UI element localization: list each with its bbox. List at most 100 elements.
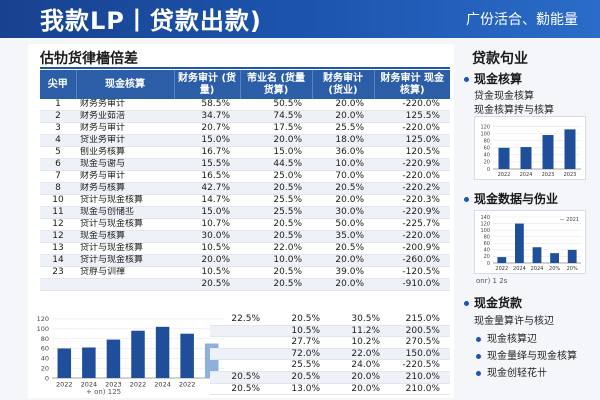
table-cell: 25.0% [240,170,312,183]
table-row: 12 现金与核算 30.0% 20.5% 35.0% -220.0% [40,230,450,243]
bar [542,135,554,169]
table-cell: 财务与审计 [76,170,174,183]
table-cell: 12 [40,230,76,243]
right-panel-title: 贷款句业 [472,51,528,67]
y-tick-label: 0 [45,374,49,382]
table-cell: 3 [40,122,76,135]
bullet-2: 现金量绎与现金核算 [476,347,577,362]
extra-cell [210,326,270,337]
extra-cell: 270.5% [405,337,440,348]
table-cell: 16.5% [174,170,240,183]
y-tick-label: 20 [484,160,490,166]
section-title: 估牞货律檣倍差 [40,51,138,67]
x-tick-label: 2023 [564,172,577,178]
y-tick-label: 80 [41,335,49,343]
y-tick-label: 60 [41,345,49,353]
header-tagline: 广份活合、勬能量 [466,12,578,28]
table-cell: 现金与创储丠 [76,206,174,219]
table-cell: 10.0% [240,254,312,267]
y-tick-label: 120 [480,124,490,130]
y-tick-label: 100 [480,131,490,137]
table-cell: 贷计与现金核算 [76,242,174,255]
extra-cell: 11.2% [351,325,380,336]
extra-row: 10.5% 11.2% 200.5% [210,325,450,338]
bar [564,129,576,169]
table-cell: -225.7% [374,218,450,231]
table-cell: 11 [40,206,76,219]
table-cell: 贷计与现金核算 [76,194,174,207]
x-tick-label: 2022 [130,381,147,389]
table-cell: 14.7% [174,194,240,207]
table-cell: 15.0% [174,206,240,219]
table-cell: 10.0% [312,158,374,171]
y-tick-label: 0 [487,167,490,173]
y-tick-label: 60 [484,146,490,152]
table-cell: -220.9% [374,206,450,219]
table-cell: 39.0% [312,266,374,279]
bar [131,330,145,378]
section-divider [40,67,450,69]
x-tick-label: 2022 [56,381,73,389]
x-tick-label: 2024 [81,381,98,389]
y-tick-label: 80 [484,234,490,240]
x-tick-label: 2024 [154,381,171,389]
table-cell: 20.5% [312,242,374,255]
bar [532,247,542,263]
y-tick-label: 40 [41,355,49,363]
x-tick-label: 2024 [531,266,544,272]
table-row: 14 贷计与现金核算 20.0% 10.0% 20.0% -260.0% [40,254,450,267]
table-cell: 20.0% [312,110,374,123]
table-cell: -220.0% [374,170,450,183]
table-cell: -120.5% [374,266,450,279]
table-cell: 5 [40,146,76,159]
table-header-row: 尖甲 现金核算 财务审计 (货量) 芾业名 (货量货算) 财务审计 (货业) 财务审计 现… [40,70,450,99]
bullet-3: 现金创轻花卄 [476,364,547,379]
table-cell: 4 [40,134,76,147]
sub-cash-accounting-1: 贷金现金核算 [474,91,534,102]
table-cell: 现金与核算 [76,230,174,243]
table-cell: 贷计与现金核算 [76,254,174,267]
extra-row: 27.7% 10.2% 270.5% [210,337,450,349]
extra-row: 22.5% 20.5% 30.5% 215.0% [210,314,450,326]
table-cell: 17.5% [240,122,312,135]
table-cell: -220.3% [374,194,450,207]
bar [106,339,121,378]
table-cell: 20.5% [240,230,312,243]
table-cell: 15.0% [174,134,240,147]
x-tick-label: 2023 [542,172,555,178]
table-cell: 20.5% [240,278,312,291]
table-cell: 25.5% [312,122,374,135]
table-cell: -220.2% [374,182,450,195]
table-cell: -220.0% [374,99,450,111]
table-row: 10 贷计与现金核算 14.7% 25.5% 20.0% -220.3% [40,194,450,207]
extra-row: 72.0% 22.0% 150.0% [210,348,450,361]
extra-row: 20.5% 20.5% 20.0% 210.0% [210,371,450,384]
extra-cell: 13.0% [291,383,320,394]
extra-cell: 20.5% [291,371,320,382]
table-cell: 贷业务审计 [76,134,174,147]
y-tick-label: 0 [487,261,490,267]
table-cell: 20.5% [240,182,312,195]
bar [497,257,507,263]
x-tick-label: 2022 [495,266,508,272]
table-cell: -200.9% [374,242,450,255]
x-tick-label: 2022 [179,381,196,389]
bar [155,326,170,378]
extra-cell: 150.0% [405,348,440,359]
table-row: 2 财务业茹涪 34.7% 74.5% 20.0% 125.5% [40,110,450,123]
sub-cash-accounting-2: 现金核算抟与核算 [474,105,554,116]
table-row: 13 贷计与现金核算 10.5% 22.0% 20.5% -200.9% [40,242,450,255]
right-chart-2: 0 20 40 60 80 100 120 140 2022 2024 2024 20% 20% — 20… [474,210,586,274]
column-header: 财务审计 现金核算) [374,70,450,99]
table-row: 5 刨业务核算 16.7% 15.0% 36.0% 120.5% [40,146,450,159]
table-row: 12 贷计与现金核算 10.7% 20.5% 50.0% -225.7% [40,218,450,231]
table-cell: 44.5% [240,158,312,171]
bar [82,347,96,378]
table-cell: 现金与谢与 [76,158,174,171]
extra-cell: 20.0% [351,383,380,394]
table-cell: 30.0% [312,206,374,219]
extra-cell: 210.0% [405,371,440,382]
table-cell: 34.7% [174,110,240,123]
bar [520,147,532,169]
